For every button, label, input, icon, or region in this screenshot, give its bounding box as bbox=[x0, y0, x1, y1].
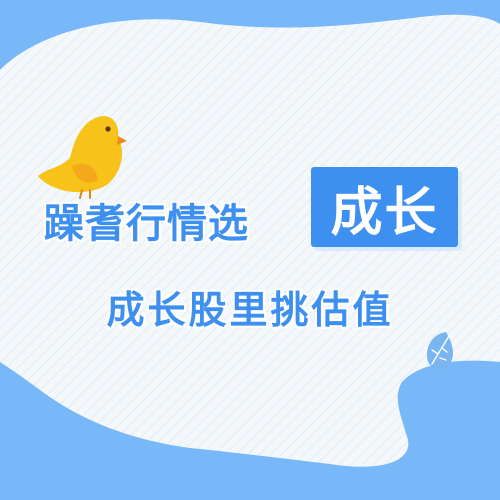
headline-highlight-box: 成长 bbox=[311, 167, 458, 247]
headline-main-text: 躁耆行情选 bbox=[44, 201, 249, 247]
wavy-white-card bbox=[0, 14, 500, 467]
headline: 躁耆行情选 成长 bbox=[0, 163, 500, 253]
headline-highlight-text: 成长 bbox=[330, 182, 439, 243]
subheadline: 成长股里挑估值 bbox=[106, 288, 394, 332]
leaf-icon bbox=[426, 332, 453, 370]
yellow-bird-icon bbox=[38, 116, 127, 199]
